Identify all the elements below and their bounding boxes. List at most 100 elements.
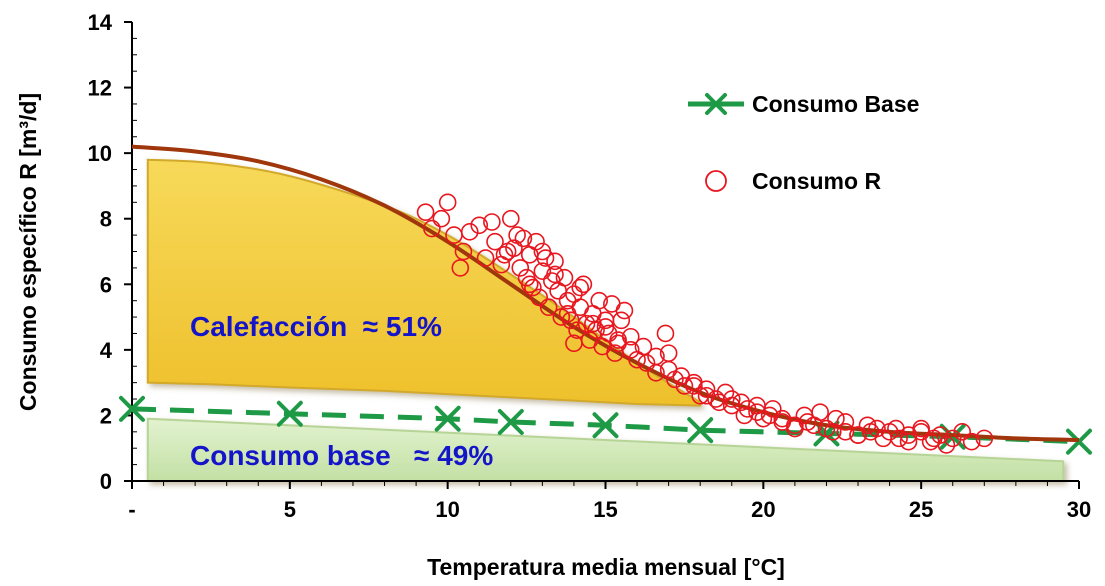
consumo-r-point — [615, 301, 634, 320]
consumo-r-point — [508, 226, 526, 244]
consumo-r-point — [827, 409, 845, 428]
x-marker — [434, 405, 461, 432]
x-marker — [687, 417, 714, 444]
consumo-r-point — [498, 242, 517, 261]
consumo-r-point — [735, 406, 754, 425]
consumo-r-point — [533, 262, 552, 280]
consumo-r-point — [798, 413, 817, 431]
consumo-r-point — [849, 426, 867, 444]
consumo-r-point — [501, 209, 520, 228]
legend-label-consumo-base: Consumo Base — [752, 91, 919, 117]
consumo-r-point — [432, 209, 451, 228]
consumo-r-point — [571, 278, 590, 297]
consumo-r-point — [539, 298, 558, 317]
consumo-r-point — [697, 380, 716, 399]
consumo-r-point — [476, 249, 495, 267]
consumo-r-point — [621, 327, 640, 346]
x-tick-label: 5 — [284, 497, 296, 522]
x-tick-label: 30 — [1067, 497, 1091, 522]
x-marker — [1066, 428, 1092, 455]
consumo-r-point — [962, 432, 981, 451]
consumo-r-point — [416, 203, 435, 221]
consumo-r-point — [511, 259, 530, 277]
consumo-r-point — [811, 403, 829, 421]
consumo-r-point — [577, 314, 596, 333]
consumo-r-point — [520, 275, 539, 294]
x-tick-label: - — [128, 497, 135, 522]
consumo-r-point — [558, 304, 577, 323]
consumo-r-point — [637, 354, 656, 372]
legend: Consumo Base Consumo R — [688, 91, 919, 194]
consumo-r-point — [836, 413, 855, 431]
consumo-r-point — [483, 213, 501, 231]
x-tick-label: 10 — [435, 497, 459, 522]
y-tick-label: 6 — [100, 272, 112, 297]
consumo-r-point — [555, 268, 574, 287]
consumo-r-point — [748, 396, 766, 415]
y-tick-label: 12 — [88, 76, 112, 101]
consumo-r-point — [722, 390, 741, 408]
consumo-base-series — [119, 395, 1092, 455]
consumo-r-point — [568, 321, 586, 339]
heating-area — [146, 158, 702, 407]
consumo-r-point — [451, 259, 470, 277]
consumo-r-point — [943, 429, 962, 448]
x-tick-label: 20 — [751, 497, 775, 522]
consumo-r-point — [685, 377, 703, 395]
consumo-r-point — [574, 275, 593, 294]
consumo-r-point — [656, 324, 675, 343]
area-layer — [146, 158, 1065, 482]
y-tick-label: 14 — [88, 10, 113, 35]
consumo-r-point — [760, 406, 779, 425]
consumo-r-point — [937, 436, 956, 454]
consumo-r-point — [584, 314, 602, 333]
y-tick-label: 4 — [100, 338, 113, 363]
x-marker — [276, 400, 303, 427]
consumo-r-point — [975, 429, 994, 448]
x-marker — [705, 93, 727, 115]
consumo-r-point — [596, 318, 615, 336]
consumo-r-point — [612, 311, 631, 330]
consumo-r-point — [454, 242, 473, 261]
consumo-r-point — [647, 347, 665, 366]
area-labels: Calefacción ≈ 51% Consumo base ≈ 49% — [190, 311, 493, 471]
consumo-r-point — [634, 337, 653, 356]
legend-consumo-r-swatch — [705, 170, 727, 192]
heating-area-label: Calefacción ≈ 51% — [190, 311, 442, 342]
consumo-r-point — [486, 232, 504, 251]
consumo-r-point — [672, 367, 691, 385]
consumo-r-point — [423, 219, 441, 238]
y-tick-label: 8 — [100, 207, 112, 232]
consumo-r-point — [565, 334, 583, 353]
consumo-r-point — [887, 419, 905, 438]
consumo-r-point — [495, 245, 514, 264]
consumo-r-point — [527, 232, 545, 251]
consumo-r-point — [505, 239, 523, 258]
x-marker — [592, 412, 619, 439]
consumo-r-point — [710, 393, 728, 412]
consumo-r-series — [416, 193, 994, 454]
consumo-r-point — [530, 288, 549, 307]
consumo-r-point — [590, 291, 608, 310]
consumo-r-point — [546, 265, 564, 284]
consumo-r-point — [675, 377, 694, 395]
consumo-r-point — [438, 193, 457, 212]
y-axis-title: Consumo específico R [m³/d] — [15, 93, 41, 411]
consumo-r-point — [460, 223, 479, 241]
consumo-r-point — [571, 298, 590, 317]
x-tick-label: 15 — [593, 497, 617, 522]
x-axis-title: Temperatura media mensual [°C] — [427, 554, 785, 580]
y-tick-label: 2 — [100, 403, 112, 428]
base-area-label: Consumo base ≈ 49% — [190, 440, 493, 471]
x-marker — [497, 408, 524, 435]
consumo-r-point — [773, 409, 792, 428]
consumo-r-point — [823, 423, 842, 441]
y-tick-label: 10 — [88, 141, 112, 166]
consumo-r-point — [836, 423, 855, 441]
consumo-r-point — [533, 242, 552, 261]
consumo-r-point — [874, 429, 893, 448]
consumo-r-point — [899, 432, 918, 451]
x-tick-label: 25 — [909, 497, 933, 522]
y-tick-label: 0 — [100, 469, 112, 494]
